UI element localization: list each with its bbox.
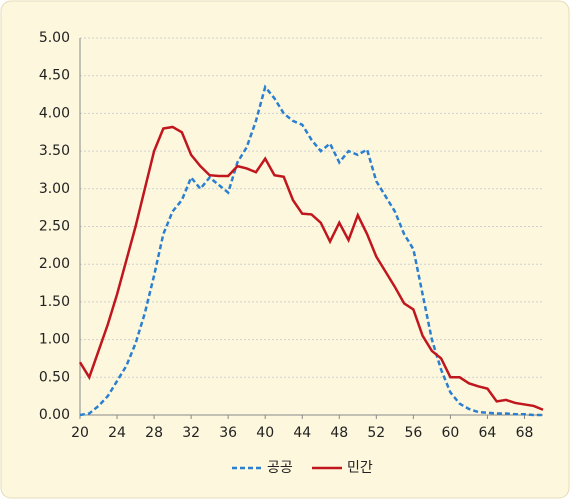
x-tick-label: 56 [404, 425, 422, 441]
series-line [79, 84, 543, 417]
y-tick-label: 2.00 [39, 256, 70, 272]
legend-label: 공공 [267, 460, 293, 476]
y-tick-label: 5.00 [39, 30, 70, 46]
x-tick-label: 36 [219, 425, 237, 441]
x-tick-label: 44 [293, 425, 311, 441]
y-tick-label: 4.00 [39, 105, 70, 121]
x-tick-label: 48 [330, 425, 348, 441]
y-tick-label: 3.00 [39, 181, 70, 197]
y-tick-label: 0.50 [39, 369, 70, 385]
x-tick-label: 64 [479, 425, 497, 441]
y-tick-label: 0.00 [39, 407, 70, 423]
y-tick-label: 2.50 [39, 219, 70, 235]
x-tick-label: 20 [71, 425, 89, 441]
x-tick-label: 60 [441, 425, 459, 441]
y-tick-label: 3.50 [39, 143, 70, 159]
x-tick-label: 40 [256, 425, 274, 441]
x-tick-label: 24 [108, 425, 126, 441]
y-tick-label: 4.50 [39, 68, 70, 84]
x-tick-label: 68 [516, 425, 534, 441]
x-tick-label: 52 [367, 425, 385, 441]
legend-label: 민간 [347, 460, 373, 476]
x-tick-label: 32 [182, 425, 200, 441]
y-tick-label: 1.00 [39, 332, 70, 348]
y-tick-label: 1.50 [39, 294, 70, 310]
series-line [78, 125, 544, 411]
x-tick-label: 28 [145, 425, 163, 441]
